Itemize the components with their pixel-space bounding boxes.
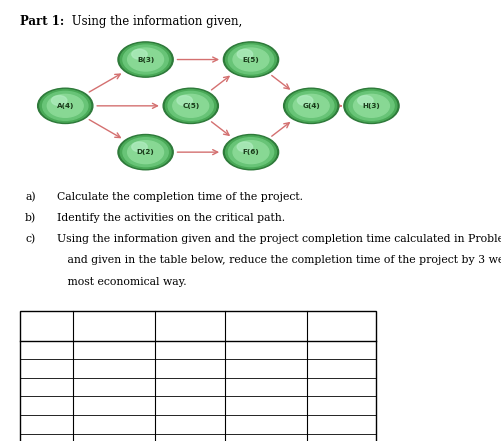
Text: Identify the activities on the critical path.: Identify the activities on the critical … (50, 213, 285, 223)
Text: A(4): A(4) (57, 103, 74, 109)
Ellipse shape (43, 91, 88, 120)
Text: Cost ($): Cost ($) (321, 328, 361, 337)
Ellipse shape (293, 94, 329, 117)
Ellipse shape (172, 94, 208, 117)
Ellipse shape (120, 43, 171, 76)
Text: 2: 2 (111, 401, 117, 410)
Ellipse shape (163, 88, 218, 123)
Text: E: E (43, 420, 50, 429)
Ellipse shape (223, 42, 278, 77)
Text: 1,000: 1,000 (327, 364, 355, 373)
Text: Using the information given and the project completion time calculated in Proble: Using the information given and the proj… (50, 234, 501, 244)
Text: 3: 3 (262, 346, 269, 355)
Text: Part 1:: Part 1: (20, 15, 64, 28)
Ellipse shape (288, 91, 333, 120)
Ellipse shape (225, 43, 276, 76)
Text: 1,200: 1,200 (327, 346, 355, 355)
Ellipse shape (123, 138, 168, 167)
Text: b): b) (25, 213, 36, 223)
Text: 1,500: 1,500 (175, 420, 204, 429)
Text: D(2): D(2) (136, 149, 154, 155)
Text: C: C (43, 383, 51, 392)
Ellipse shape (285, 90, 336, 122)
Text: C(5): C(5) (182, 103, 199, 109)
Text: H(3): H(3) (362, 103, 380, 109)
Ellipse shape (345, 90, 396, 122)
Text: 800: 800 (332, 401, 351, 410)
Ellipse shape (131, 49, 147, 59)
Ellipse shape (118, 135, 173, 170)
Ellipse shape (120, 136, 171, 168)
Ellipse shape (127, 141, 163, 164)
Text: Activity: Activity (28, 321, 66, 330)
Text: and given in the table below, reduce the completion time of the project by 3 wee: and given in the table below, reduce the… (50, 255, 501, 265)
Text: F: F (43, 438, 50, 441)
Text: a): a) (25, 192, 36, 202)
Bar (20, 311, 376, 441)
Ellipse shape (225, 136, 276, 168)
Text: 5: 5 (111, 383, 117, 392)
Ellipse shape (232, 48, 269, 71)
Text: Using the information given,: Using the information given, (68, 15, 241, 28)
Text: G(4): G(4) (302, 103, 320, 109)
Text: 5: 5 (262, 438, 269, 441)
Text: 5: 5 (111, 420, 117, 429)
Text: (weeks): (weeks) (246, 328, 285, 337)
Text: 3: 3 (111, 364, 117, 373)
Text: 2,250: 2,250 (327, 383, 355, 392)
Text: Normal: Normal (171, 315, 208, 325)
Ellipse shape (165, 90, 216, 122)
Ellipse shape (237, 49, 252, 59)
Text: 800: 800 (180, 401, 199, 410)
Ellipse shape (232, 141, 269, 164)
Ellipse shape (131, 142, 147, 152)
Text: F(6): F(6) (242, 149, 259, 155)
Ellipse shape (40, 90, 91, 122)
Ellipse shape (237, 142, 252, 152)
Text: 4: 4 (111, 346, 117, 355)
Ellipse shape (283, 88, 338, 123)
Ellipse shape (168, 91, 213, 120)
Text: 2: 2 (262, 401, 269, 410)
Text: 4: 4 (262, 420, 269, 429)
Ellipse shape (357, 96, 372, 105)
Ellipse shape (38, 88, 93, 123)
Text: 900: 900 (180, 364, 199, 373)
Text: Cost ($): Cost ($) (170, 328, 210, 337)
Ellipse shape (176, 96, 192, 105)
Text: 800: 800 (180, 346, 199, 355)
Ellipse shape (353, 94, 389, 117)
Text: 2,000: 2,000 (175, 438, 204, 441)
Text: (weeks): (weeks) (95, 328, 134, 337)
Ellipse shape (118, 42, 173, 77)
Text: Crash Time: Crash Time (236, 315, 294, 325)
Text: Calculate the completion time of the project.: Calculate the completion time of the pro… (50, 192, 303, 202)
Ellipse shape (223, 135, 278, 170)
Ellipse shape (348, 91, 393, 120)
Ellipse shape (123, 45, 168, 74)
Ellipse shape (127, 48, 163, 71)
Text: c): c) (25, 234, 35, 244)
Text: 2,000: 2,000 (327, 420, 355, 429)
Ellipse shape (297, 96, 312, 105)
Ellipse shape (228, 45, 273, 74)
Text: B: B (43, 364, 50, 373)
Text: D: D (43, 401, 51, 410)
Text: 6: 6 (111, 438, 117, 441)
Text: E(5): E(5) (242, 56, 259, 63)
Text: most economical way.: most economical way. (50, 277, 186, 287)
Text: Normal Time: Normal Time (81, 315, 147, 325)
Ellipse shape (52, 96, 67, 105)
Text: 3: 3 (262, 383, 269, 392)
Ellipse shape (343, 88, 398, 123)
Ellipse shape (47, 94, 83, 117)
Text: 3,000: 3,000 (327, 438, 355, 441)
Text: Crash: Crash (327, 315, 356, 325)
Ellipse shape (228, 138, 273, 167)
Text: A: A (43, 346, 50, 355)
Text: 2: 2 (262, 364, 269, 373)
Text: 1,250: 1,250 (175, 383, 204, 392)
Text: B(3): B(3) (137, 56, 154, 63)
